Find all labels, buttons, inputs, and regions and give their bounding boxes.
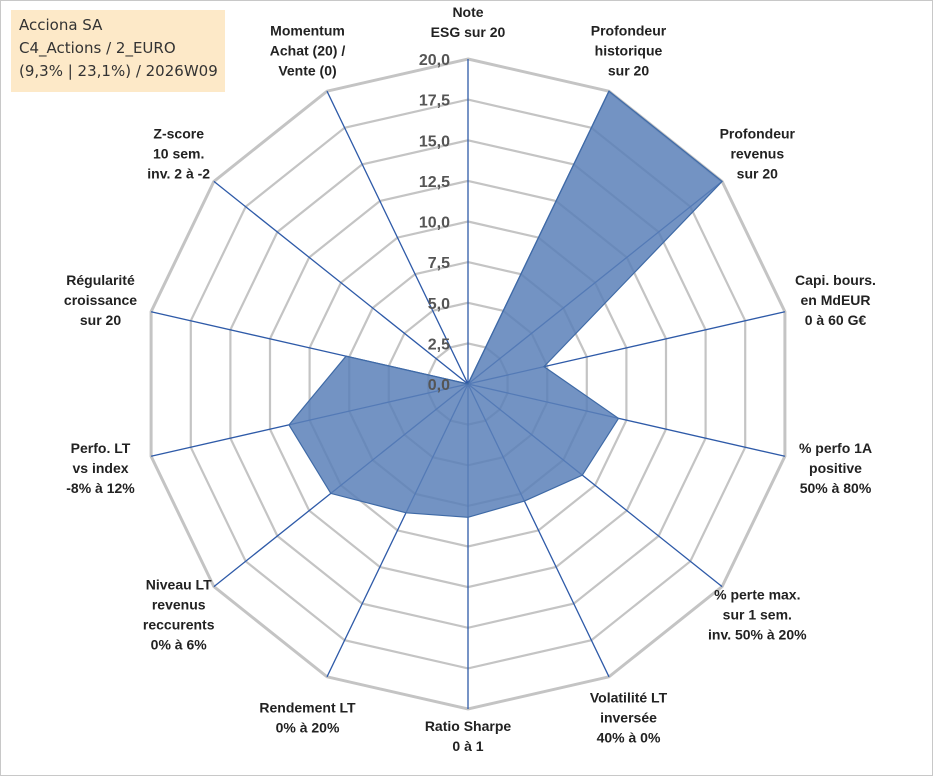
series-area [288, 90, 723, 518]
axis-label-line: inv. 2 à -2 [147, 165, 210, 181]
axis-label-line: sur 20 [608, 63, 649, 79]
axis-spoke [213, 180, 469, 385]
axis-label-line: % perte max. [714, 587, 800, 603]
tick-label: 20,0 [419, 52, 450, 69]
axis-label: Momentum Achat (20) / Vente (0) [270, 23, 346, 79]
radar-series [288, 90, 723, 518]
axis-label-line: sur 20 [80, 312, 121, 328]
axis-label-line: Capi. bours. [795, 272, 876, 288]
axis-label-line: Momentum [270, 23, 345, 39]
axis-label-line: Profondeur [591, 23, 667, 39]
axis-label-line: Z-score [153, 125, 204, 141]
axis-label-line: Perfo. LT [71, 440, 131, 456]
tick-label: 5,0 [428, 296, 450, 313]
tick-label: 10,0 [419, 215, 450, 232]
axis-label: Profondeur revenus sur 20 [720, 125, 796, 181]
info-line-3: (9,3% | 23,1%) / 2026W09 [19, 62, 218, 80]
tick-label: 15,0 [419, 133, 450, 150]
axis-label-line: Régularité [66, 272, 135, 288]
axis-spoke [326, 90, 469, 385]
axis-label-line: positive [809, 460, 862, 476]
radar-tick-labels: 0,0 2,5 5,0 7,5 10,0 12,5 15,0 17,5 20,0 [419, 52, 450, 394]
axis-label: Niveau LT revenus reccurents 0% à 6% [143, 577, 215, 653]
axis-label-line: reccurents [143, 617, 215, 633]
tick-label: 0,0 [428, 377, 450, 394]
axis-label: Ratio Sharpe 0 à 1 [425, 718, 512, 754]
tick-label: 2,5 [428, 336, 450, 353]
axis-label-line: revenus [152, 597, 206, 613]
axis-label-line: % perfo 1A [799, 440, 872, 456]
axis-label-line: revenus [730, 145, 784, 161]
axis-label-line: 0 à 1 [452, 738, 483, 754]
axis-label-line: vs index [72, 460, 128, 476]
axis-label-line: Ratio Sharpe [425, 718, 512, 734]
axis-label-line: Note [452, 4, 483, 20]
info-line-2: C4_Actions / 2_EURO [19, 39, 176, 57]
axis-label: % perfo 1A positive 50% à 80% [799, 440, 872, 496]
axis-label-line: 0 à 60 G€ [805, 312, 867, 328]
axis-label: Capi. bours. en MdEUR 0 à 60 G€ [795, 272, 876, 328]
axis-label-line: 10 sem. [153, 145, 204, 161]
axis-label-line: sur 1 sem. [723, 607, 792, 623]
axis-label-line: croissance [64, 292, 137, 308]
axis-label-line: sur 20 [737, 165, 778, 181]
info-line-1: Acciona SA [19, 16, 103, 34]
axis-label-line: 50% à 80% [800, 480, 872, 496]
axis-label: Rendement LT 0% à 20% [259, 699, 356, 735]
axis-label: % perte max. sur 1 sem. inv. 50% à 20% [708, 587, 807, 643]
axis-label-line: 0% à 6% [151, 637, 208, 653]
axis-label: Z-score 10 sem. inv. 2 à -2 [147, 125, 210, 181]
axis-label-line: inversée [600, 709, 657, 725]
info-box: Acciona SA C4_Actions / 2_EURO (9,3% | 2… [11, 10, 225, 92]
axis-label-line: Rendement LT [259, 699, 356, 715]
axis-label-line: historique [595, 43, 663, 59]
axis-label: Perfo. LT vs index -8% à 12% [66, 440, 135, 496]
axis-label-line: Niveau LT [146, 577, 212, 593]
tick-label: 17,5 [419, 93, 450, 110]
axis-label-line: Achat (20) / [270, 43, 346, 59]
tick-label: 12,5 [419, 174, 450, 191]
axis-label-line: 0% à 20% [276, 719, 340, 735]
axis-label-line: ESG sur 20 [431, 24, 506, 40]
axis-label-line: 40% à 0% [597, 729, 661, 745]
axis-label-line: inv. 50% à 20% [708, 627, 807, 643]
axis-label: Note ESG sur 20 [431, 4, 506, 40]
axis-label: Régularité croissance sur 20 [64, 272, 137, 328]
tick-label: 7,5 [428, 255, 450, 272]
axis-label-line: Profondeur [720, 125, 796, 141]
axis-label-line: -8% à 12% [66, 480, 135, 496]
axis-label-line: en MdEUR [801, 292, 871, 308]
radar-axis-labels: Note ESG sur 20 Profondeur historique sur 20… [64, 4, 876, 754]
axis-label: Profondeur historique sur 20 [591, 23, 667, 79]
axis-label: Volatilité LT inversée 40% à 0% [590, 689, 668, 745]
axis-label-line: Volatilité LT [590, 689, 668, 705]
axis-label-line: Vente (0) [278, 63, 336, 79]
